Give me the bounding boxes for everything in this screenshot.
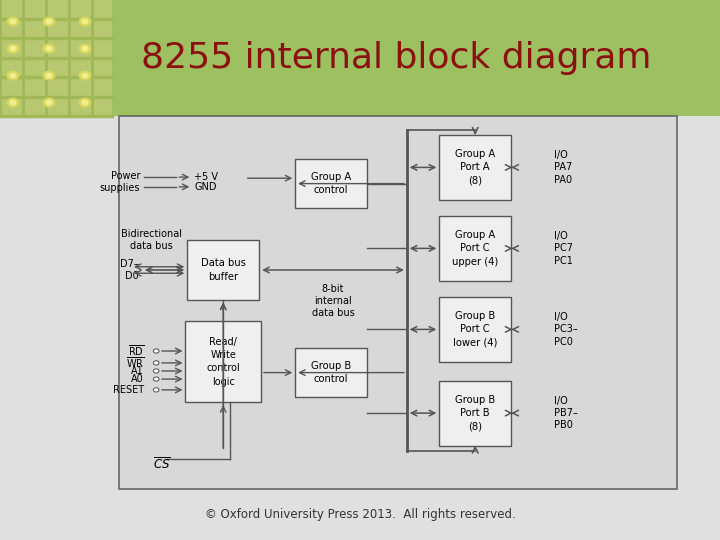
Circle shape <box>79 17 91 26</box>
Circle shape <box>43 17 55 26</box>
Text: RESET: RESET <box>113 385 144 395</box>
Circle shape <box>153 349 159 353</box>
Text: Group B
control: Group B control <box>311 361 351 384</box>
Circle shape <box>7 17 19 26</box>
Circle shape <box>43 98 55 107</box>
Bar <box>295 348 367 397</box>
Circle shape <box>7 44 19 53</box>
Circle shape <box>153 361 159 365</box>
Circle shape <box>82 73 88 78</box>
Circle shape <box>153 377 159 381</box>
Bar <box>439 216 511 281</box>
Text: © Oxford University Press 2013.  All rights reserved.: © Oxford University Press 2013. All righ… <box>204 508 516 521</box>
Circle shape <box>79 98 91 107</box>
Circle shape <box>79 44 91 53</box>
Text: +5 V: +5 V <box>194 172 218 182</box>
Circle shape <box>79 71 91 80</box>
Text: I/O
PC7
PC1: I/O PC7 PC1 <box>554 231 573 266</box>
Circle shape <box>46 100 52 105</box>
Circle shape <box>46 46 52 51</box>
Circle shape <box>82 19 88 24</box>
Text: $\overline{\rm WR}$: $\overline{\rm WR}$ <box>125 355 144 370</box>
Text: Read/
Write
control
logic: Read/ Write control logic <box>207 337 240 387</box>
Text: $\overline{\rm RD}$: $\overline{\rm RD}$ <box>127 343 144 359</box>
Text: I/O
PA7
PA0: I/O PA7 PA0 <box>554 150 572 185</box>
Circle shape <box>43 71 55 80</box>
Circle shape <box>7 98 19 107</box>
Circle shape <box>153 388 159 392</box>
Text: I/O
PB7–
PB0: I/O PB7– PB0 <box>554 396 578 430</box>
Text: D7–
D0: D7– D0 <box>120 259 139 281</box>
Text: Power
supplies: Power supplies <box>100 171 140 193</box>
Text: 8255 internal block diagram: 8255 internal block diagram <box>140 41 652 75</box>
Text: $\overline{CS}$: $\overline{CS}$ <box>153 457 171 472</box>
Text: 8-bit
internal
data bus: 8-bit internal data bus <box>312 284 354 318</box>
Text: Group A
Port A
(8): Group A Port A (8) <box>455 149 495 186</box>
Text: Group A
control: Group A control <box>311 172 351 195</box>
Bar <box>0 0 112 116</box>
Circle shape <box>10 19 16 24</box>
Bar <box>186 321 261 402</box>
Bar <box>439 135 511 200</box>
Text: Group B
Port B
(8): Group B Port B (8) <box>455 395 495 431</box>
Text: I/O
PC3–
PC0: I/O PC3– PC0 <box>554 312 578 347</box>
Text: Data bus
buffer: Data bus buffer <box>201 259 246 281</box>
Text: Bidirectional
data bus: Bidirectional data bus <box>121 229 181 252</box>
Circle shape <box>10 100 16 105</box>
Text: Group B
Port C
lower (4): Group B Port C lower (4) <box>453 311 498 348</box>
Bar <box>0 0 720 116</box>
Text: GND: GND <box>194 182 217 192</box>
Text: A0: A0 <box>131 374 144 384</box>
Bar <box>439 381 511 446</box>
Circle shape <box>46 19 52 24</box>
Text: Group A
Port C
upper (4): Group A Port C upper (4) <box>452 230 498 267</box>
Circle shape <box>82 100 88 105</box>
Bar <box>439 297 511 362</box>
Text: A1: A1 <box>131 366 144 376</box>
Bar <box>187 240 259 300</box>
Bar <box>119 116 677 489</box>
Circle shape <box>82 46 88 51</box>
Circle shape <box>7 71 19 80</box>
Circle shape <box>10 73 16 78</box>
Circle shape <box>46 73 52 78</box>
Circle shape <box>153 369 159 373</box>
Bar <box>0 116 720 540</box>
Circle shape <box>10 46 16 51</box>
Bar <box>295 159 367 208</box>
Circle shape <box>43 44 55 53</box>
